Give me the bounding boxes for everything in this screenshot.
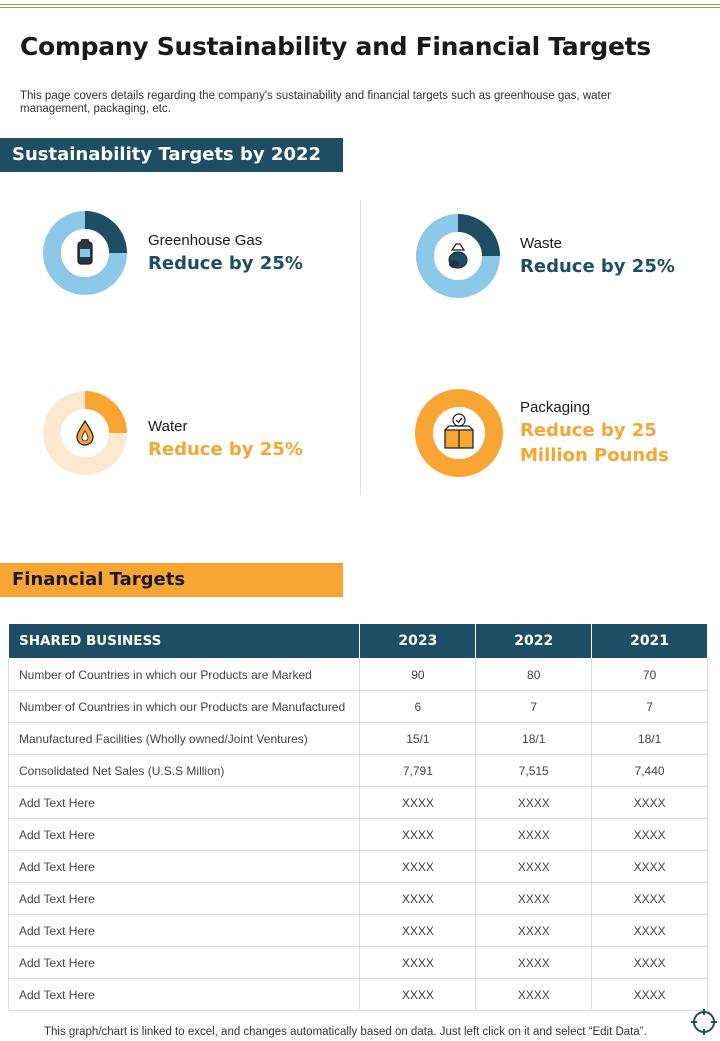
column-header: 2022: [475, 623, 593, 659]
top-rule: [0, 4, 720, 5]
value-cell: 18/1: [591, 722, 708, 755]
target-value-water: Reduce by 25%: [148, 439, 303, 460]
value-cell: XXXX: [475, 850, 593, 883]
row-label-cell: Number of Countries in which our Product…: [7, 658, 361, 691]
table-row: Add Text Here XXXX XXXX XXXX: [7, 818, 708, 851]
table-row: Add Text Here XXXX XXXX XXXX: [7, 882, 708, 915]
table-row: Number of Countries in which our Product…: [7, 690, 708, 723]
value-cell: 7,440: [591, 754, 708, 787]
donut-share-arc: [84, 391, 127, 434]
value-cell: 7: [475, 690, 593, 723]
water-donut: [43, 391, 127, 475]
value-cell: 7,791: [359, 754, 477, 787]
top-rule-secondary: [0, 7, 720, 8]
table-row: Add Text Here XXXX XXXX XXXX: [7, 946, 708, 979]
page-description: This page covers details regarding the c…: [20, 90, 611, 115]
value-cell: 70: [591, 658, 708, 691]
value-cell: XXXX: [475, 914, 593, 947]
value-cell: XXXX: [359, 946, 477, 979]
value-cell: XXXX: [591, 786, 708, 819]
value-cell: XXXX: [359, 850, 477, 883]
value-cell: 7: [591, 690, 708, 723]
column-header: SHARED BUSINESS: [7, 623, 361, 659]
value-cell: XXXX: [359, 818, 477, 851]
trash-bag-icon: [448, 243, 468, 269]
row-label-cell: Add Text Here: [7, 850, 361, 883]
value-cell: XXXX: [359, 786, 477, 819]
row-label-cell: Add Text Here: [7, 946, 361, 979]
value-cell: XXXX: [591, 818, 708, 851]
value-cell: 80: [475, 658, 593, 691]
value-cell: XXXX: [591, 850, 708, 883]
greenhouse-gas-donut: [43, 211, 127, 295]
waste-donut: [416, 214, 500, 298]
column-header: 2023: [359, 623, 477, 659]
target-value-packaging-line2: Million Pounds: [520, 445, 669, 466]
value-cell: 7,515: [475, 754, 593, 787]
financial-targets-table: SHARED BUSINESS 2023 2022 2021 Number of…: [7, 623, 708, 1011]
gas-cylinder-icon: [77, 239, 93, 265]
water-drop-icon: [76, 419, 94, 446]
page-title: Company Sustainability and Financial Tar…: [20, 32, 651, 61]
target-label-water: Water: [148, 418, 188, 435]
value-cell: 18/1: [475, 722, 593, 755]
target-label-waste: Waste: [520, 235, 562, 252]
table-row: Manufactured Facilities (Wholly owned/Jo…: [7, 722, 708, 755]
row-label-cell: Add Text Here: [7, 978, 361, 1011]
packaging-donut: [415, 389, 503, 477]
footnote: This graph/chart is linked to excel, and…: [44, 1026, 647, 1038]
value-cell: 90: [359, 658, 477, 691]
row-label-cell: Add Text Here: [7, 818, 361, 851]
target-value-waste: Reduce by 25%: [520, 256, 675, 277]
row-label-cell: Consolidated Net Sales (U.S.S Million): [7, 754, 361, 787]
row-label-cell: Add Text Here: [7, 914, 361, 947]
value-cell: XXXX: [475, 818, 593, 851]
value-cell: XXXX: [359, 914, 477, 947]
target-value-packaging-line1: Reduce by 25: [520, 420, 657, 441]
value-cell: 6: [359, 690, 477, 723]
table-row: Add Text Here XXXX XXXX XXXX: [7, 850, 708, 883]
value-cell: XXXX: [475, 946, 593, 979]
column-header: 2021: [591, 623, 708, 659]
table-row: Number of Countries in which our Product…: [7, 658, 708, 691]
table-row: Add Text Here XXXX XXXX XXXX: [7, 786, 708, 819]
value-cell: 15/1: [359, 722, 477, 755]
value-cell: XXXX: [475, 978, 593, 1011]
sustainability-heading: Sustainability Targets by 2022: [0, 138, 343, 172]
package-box-icon: [444, 413, 474, 449]
financial-heading: Financial Targets: [0, 563, 343, 597]
value-cell: XXXX: [359, 882, 477, 915]
table-row: Consolidated Net Sales (U.S.S Million) 7,…: [7, 754, 708, 787]
row-label-cell: Number of Countries in which our Product…: [7, 690, 361, 723]
value-cell: XXXX: [591, 978, 708, 1011]
target-label-packaging: Packaging: [520, 399, 591, 416]
donut-share-arc: [457, 214, 500, 257]
table-row: Add Text Here XXXX XXXX XXXX: [7, 978, 708, 1011]
value-cell: XXXX: [591, 946, 708, 979]
donut-share-arc: [84, 211, 127, 254]
vertical-divider: [360, 200, 361, 495]
row-label-cell: Manufactured Facilities (Wholly owned/Jo…: [7, 722, 361, 755]
table-header-row: SHARED BUSINESS 2023 2022 2021: [7, 623, 708, 659]
value-cell: XXXX: [591, 882, 708, 915]
table-row: Add Text Here XXXX XXXX XXXX: [7, 914, 708, 947]
row-label-cell: Add Text Here: [7, 882, 361, 915]
target-label-greenhouse-gas: Greenhouse Gas: [148, 232, 263, 249]
target-value-greenhouse-gas: Reduce by 25%: [148, 253, 303, 274]
crosshair-icon: [690, 1008, 718, 1041]
value-cell: XXXX: [591, 914, 708, 947]
row-label-cell: Add Text Here: [7, 786, 361, 819]
value-cell: XXXX: [359, 978, 477, 1011]
value-cell: XXXX: [475, 786, 593, 819]
value-cell: XXXX: [475, 882, 593, 915]
